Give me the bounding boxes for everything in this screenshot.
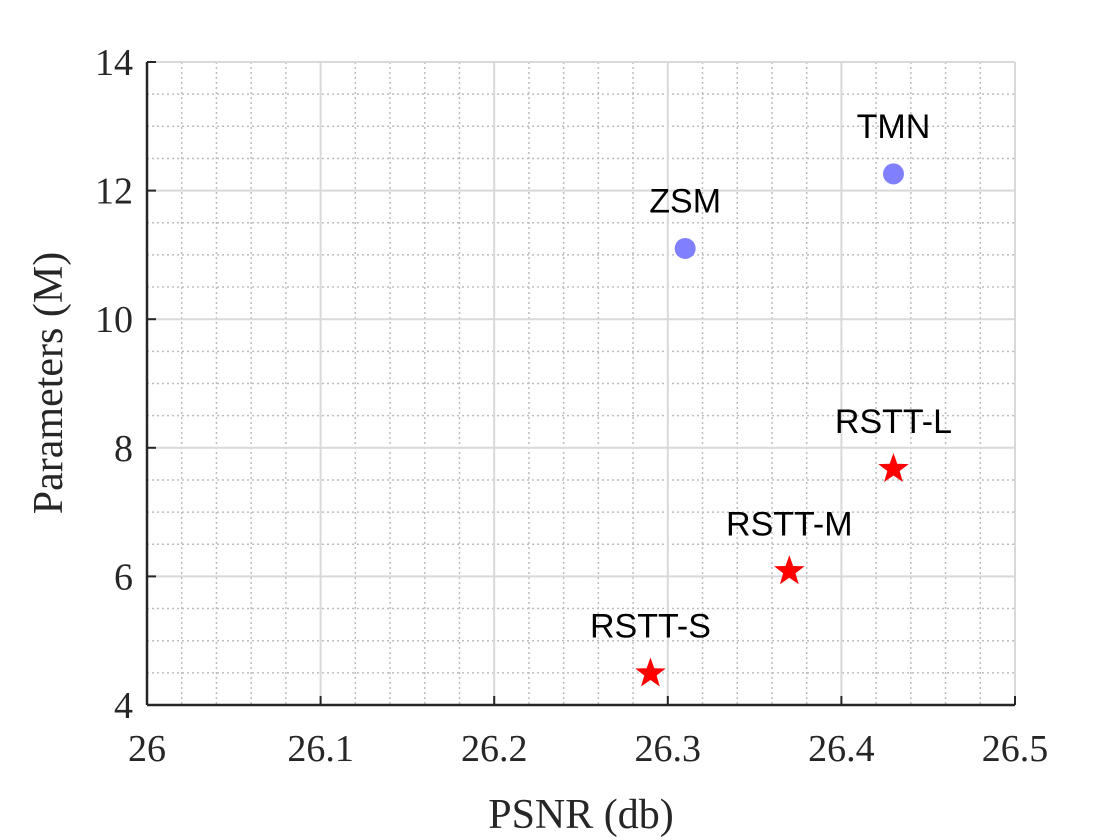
x-tick-label: 26.5 bbox=[982, 728, 1049, 770]
point-rstt-l bbox=[878, 453, 909, 482]
label-tmn: TMN bbox=[857, 108, 931, 146]
plot-background bbox=[147, 62, 1015, 705]
point-zsm bbox=[674, 237, 696, 259]
x-tick-label: 26 bbox=[128, 728, 166, 770]
data-marks bbox=[635, 163, 909, 687]
y-tick-label: 6 bbox=[114, 556, 133, 598]
y-tick-label: 4 bbox=[114, 685, 133, 727]
label-rstt-m: RSTT-M bbox=[726, 505, 853, 543]
x-tick-label: 26.2 bbox=[461, 728, 528, 770]
x-tick-label: 26.3 bbox=[635, 728, 702, 770]
y-tick-label: 14 bbox=[95, 42, 133, 84]
x-tick-label: 26.4 bbox=[808, 728, 875, 770]
x-axis-title: PSNR (db) bbox=[488, 792, 674, 838]
y-tick-label: 12 bbox=[95, 171, 133, 213]
y-tick-label: 8 bbox=[114, 428, 133, 470]
tick-labels: 26 26.1 26.2 26.3 26.4 26.5 4 6 8 10 12 14 bbox=[95, 42, 1048, 770]
point-rstt-m bbox=[774, 555, 805, 585]
point-labels: ZSM TMN RSTT-S RSTT-M RSTT-L bbox=[590, 108, 952, 646]
y-tick-label: 10 bbox=[95, 299, 133, 341]
label-zsm: ZSM bbox=[649, 182, 721, 220]
label-rstt-l: RSTT-L bbox=[835, 403, 952, 441]
x-tick-label: 26.1 bbox=[287, 728, 354, 770]
point-tmn bbox=[882, 163, 904, 185]
y-axis-title: Parameters (M) bbox=[26, 252, 72, 514]
label-rstt-s: RSTT-S bbox=[590, 607, 711, 645]
axes bbox=[145, 61, 1016, 707]
point-rstt-s bbox=[635, 657, 666, 687]
